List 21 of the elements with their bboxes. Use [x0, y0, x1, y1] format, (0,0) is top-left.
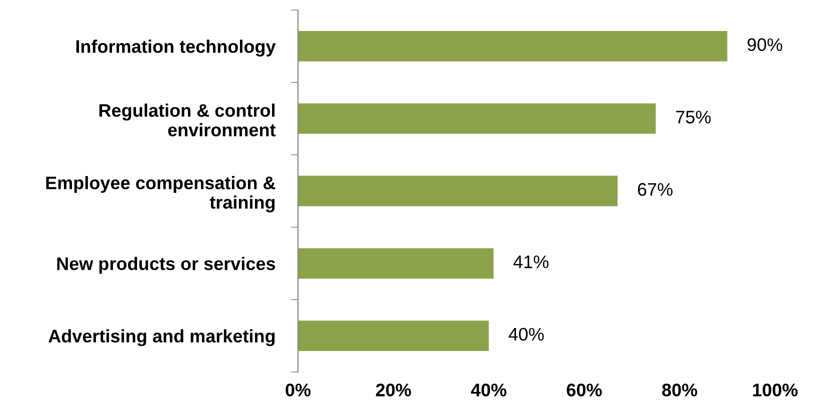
bar — [298, 176, 618, 206]
y-tick-label: Regulation & control environment — [99, 104, 276, 136]
bar — [298, 103, 656, 134]
x-tick-label: 100% — [753, 384, 798, 396]
x-tick-label: 60% — [566, 384, 602, 396]
bar — [298, 320, 489, 352]
data-label: 90% — [748, 38, 782, 52]
data-label: 75% — [676, 110, 711, 124]
x-tick-label: 80% — [662, 384, 698, 396]
bar — [298, 248, 494, 279]
data-label: 40% — [508, 328, 544, 341]
data-label: 41% — [513, 256, 549, 268]
bar — [298, 30, 728, 62]
y-tick-label: Information technology — [76, 40, 276, 57]
y-tick-label: Employee compensation & training — [46, 176, 276, 212]
y-tick-label: New products or services — [57, 256, 276, 274]
x-tick-label: 20% — [376, 384, 411, 396]
data-label: 67% — [638, 183, 673, 196]
y-tick-label: Advertising and marketing — [48, 329, 275, 346]
x-tick-label: 40% — [471, 384, 506, 396]
x-tick-label: 0% — [286, 384, 311, 396]
